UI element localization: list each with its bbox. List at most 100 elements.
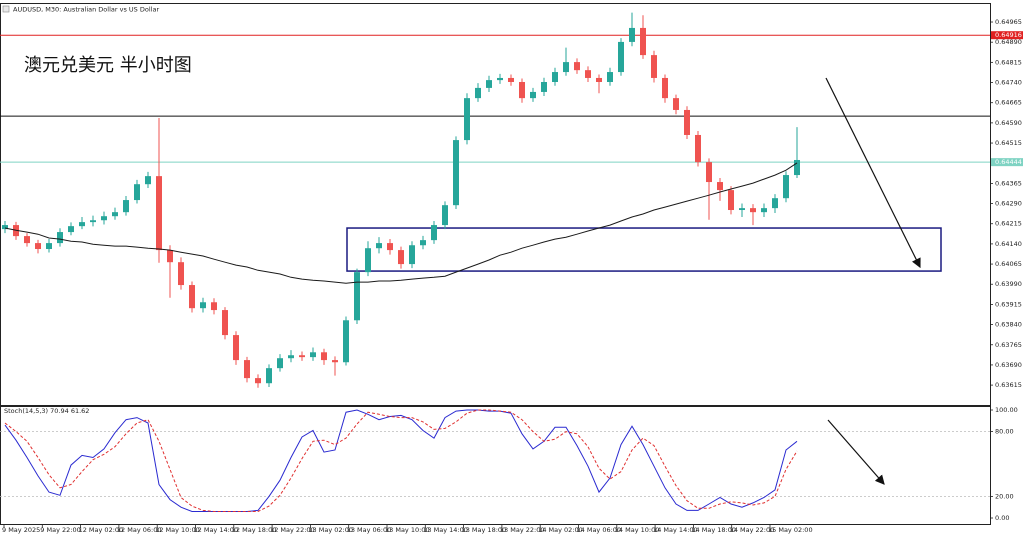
stoch-tick-label: 100.00 <box>995 406 1018 414</box>
candle-body <box>508 77 514 82</box>
candle-body <box>112 212 118 217</box>
candle-body <box>233 335 239 361</box>
x-tick-label: 12 May 02:00 <box>79 526 124 534</box>
y-tick-label: 0.64515 <box>995 139 1022 147</box>
x-tick-label: 9 May 2025 <box>2 526 40 534</box>
candle-body <box>530 91 536 99</box>
x-tick-label: 13 May 02:00 <box>308 526 353 534</box>
candle-body <box>662 77 668 99</box>
candle-body <box>244 360 250 379</box>
candle-body <box>310 352 316 358</box>
y-tick-label: 0.64140 <box>995 240 1022 248</box>
stoch-tick-label: 0.00 <box>995 514 1009 522</box>
candle-body <box>101 216 107 221</box>
y-tick-label: 0.63915 <box>995 300 1022 308</box>
price-label-bg <box>991 31 1023 40</box>
candle-body <box>24 236 30 244</box>
stoch-panel <box>0 406 991 525</box>
candle-body <box>607 72 613 82</box>
x-tick-label: 14 May 06:00 <box>577 526 622 534</box>
x-tick-label: 14 May 14:00 <box>653 526 698 534</box>
candle-body <box>365 248 371 273</box>
candle-body <box>673 98 679 110</box>
candle-body <box>354 272 360 321</box>
candle-body <box>761 208 767 213</box>
price-label: 0.64916 <box>995 31 1022 39</box>
y-tick-label: 0.64965 <box>995 18 1022 26</box>
candle-body <box>376 243 382 249</box>
x-tick-label: 13 May 18:00 <box>462 526 507 534</box>
y-tick-label: 0.64815 <box>995 58 1022 66</box>
candle-body <box>200 302 206 309</box>
candle-body <box>2 225 8 230</box>
candle-body <box>475 87 481 99</box>
y-tick-label: 0.64065 <box>995 260 1022 268</box>
zone-box <box>346 227 942 272</box>
candle-body <box>563 62 569 73</box>
candle-body <box>728 190 734 211</box>
candle-body <box>695 134 701 163</box>
candle-body <box>486 80 492 88</box>
candle-body <box>255 378 261 384</box>
candle-body <box>156 176 162 251</box>
y-tick-label: 0.63765 <box>995 341 1022 349</box>
x-tick-label: 12 May 06:00 <box>117 526 162 534</box>
candle-body <box>167 250 173 263</box>
candle-body <box>783 175 789 199</box>
x-tick-label: 13 May 10:00 <box>385 526 430 534</box>
candle-body <box>717 182 723 191</box>
candle-body <box>211 302 217 311</box>
candle-body <box>442 205 448 226</box>
candle-body <box>222 310 228 336</box>
x-tick-label: 12 May 10:00 <box>155 526 200 534</box>
candle-body <box>629 27 635 42</box>
candle-body <box>145 176 151 185</box>
candle-body <box>343 320 349 363</box>
candle-body <box>123 200 129 213</box>
price-label: 0.64444 <box>995 158 1022 166</box>
x-tick-label: 13 May 14:00 <box>423 526 468 534</box>
x-tick-label: 14 May 18:00 <box>691 526 736 534</box>
candle-body <box>288 355 294 359</box>
candle-body <box>90 220 96 223</box>
candle-body <box>574 62 580 71</box>
candle-body <box>387 243 393 251</box>
candle-body <box>794 159 800 176</box>
candle-body <box>134 184 140 201</box>
stoch-line <box>4 409 798 512</box>
symbol-icon <box>2 5 10 13</box>
x-tick-label: 12 May 22:00 <box>270 526 315 534</box>
candle-body <box>409 245 415 265</box>
candle-body <box>618 41 624 73</box>
arrow <box>827 419 885 485</box>
x-tick-label: 13 May 06:00 <box>347 526 392 534</box>
x-tick-label: 12 May 18:00 <box>232 526 277 534</box>
moving-average <box>4 162 798 284</box>
annotation: 澳元兑美元 半小时图 <box>24 55 192 76</box>
arrow <box>825 77 921 269</box>
x-tick-label: 14 May 02:00 <box>538 526 583 534</box>
main-panel <box>0 3 991 406</box>
candle-body <box>684 109 690 135</box>
candle-body <box>585 70 591 78</box>
y-tick-label: 0.64365 <box>995 179 1022 187</box>
y-tick-label: 0.63840 <box>995 321 1022 329</box>
candle-body <box>772 198 778 209</box>
candle-body <box>552 72 558 82</box>
y-tick-label: 0.64215 <box>995 220 1022 228</box>
x-tick-label: 15 May 02:00 <box>768 526 813 534</box>
candle-body <box>706 162 712 183</box>
candle-body <box>68 226 74 233</box>
stoch-label: Stoch(14,5,3) 70.94 61.62 <box>4 407 89 415</box>
x-tick-label: 12 May 14:00 <box>194 526 239 534</box>
y-tick-label: 0.63615 <box>995 381 1022 389</box>
y-tick-label: 0.64290 <box>995 200 1022 208</box>
y-tick-label: 0.64890 <box>995 38 1022 46</box>
candle-body <box>651 55 657 78</box>
candle-body <box>398 250 404 265</box>
y-tick-label: 0.64740 <box>995 79 1022 87</box>
y-tick-label: 0.64590 <box>995 119 1022 127</box>
candle-body <box>57 232 63 244</box>
y-tick-label: 0.63690 <box>995 361 1022 369</box>
